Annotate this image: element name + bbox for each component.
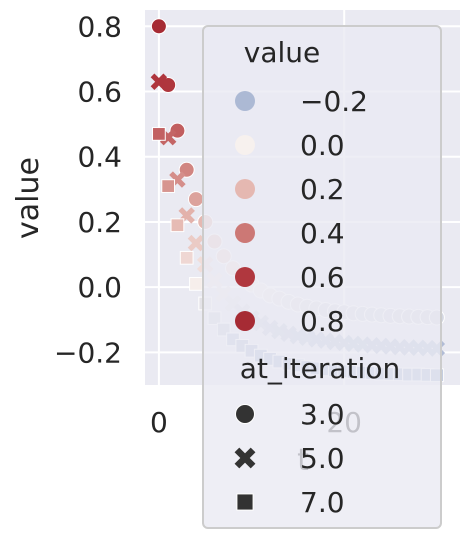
- data-point-x: [187, 234, 205, 252]
- legend-style-marker-x: [234, 447, 256, 469]
- legend-style-entries: 3.0 5.0 7.0: [234, 398, 345, 519]
- legend-style-label: 3.0: [300, 398, 345, 431]
- y-tick-label: 0.6: [77, 76, 122, 109]
- legend-hue-label: 0.4: [300, 217, 345, 250]
- data-point-square: [179, 250, 194, 265]
- legend: value −0.2 0.0 0.2 0.4 0.6 0.8 at_iteration 3…: [202, 25, 442, 529]
- data-point-circle: [187, 191, 204, 208]
- y-tick-label: −0.2: [54, 336, 122, 369]
- legend-hue-marker: [235, 311, 255, 331]
- data-point-square: [161, 179, 176, 193]
- data-point-x-stroke: [187, 234, 205, 252]
- legend-box: [202, 25, 442, 529]
- legend-hue-marker: [235, 179, 255, 199]
- legend-hue-marker: [235, 135, 255, 155]
- data-point-circle: [150, 18, 167, 35]
- legend-hue-label: −0.2: [300, 85, 368, 118]
- legend-style-label: 5.0: [300, 442, 345, 475]
- y-tick-labels: 0.8 0.6 0.4 0.2 0.0 −0.2: [54, 10, 122, 369]
- data-point-square: [152, 127, 166, 141]
- legend-hue-entries: −0.2 0.0 0.2 0.4 0.6 0.8: [235, 85, 368, 338]
- y-axis-label: value: [11, 157, 46, 239]
- legend-hue-label: 0.0: [300, 129, 345, 162]
- data-point-x: [150, 73, 168, 90]
- legend-style-title: at_iteration: [240, 352, 400, 385]
- legend-hue-label: 0.2: [300, 173, 345, 206]
- data-point-x-stroke: [159, 128, 177, 146]
- x-tick-label: 0: [150, 406, 168, 439]
- y-tick-label: 0.8: [77, 10, 122, 43]
- data-point-x-stroke: [150, 73, 168, 90]
- legend-style-label: 7.0: [300, 486, 345, 519]
- data-point-square: [189, 277, 203, 291]
- legend-hue-marker: [235, 91, 255, 111]
- legend-hue-marker: [235, 223, 255, 243]
- y-tick-label: 0.4: [77, 141, 122, 174]
- data-point-square: [170, 218, 185, 233]
- legend-hue-title: value: [244, 36, 320, 69]
- y-tick-label: 0.2: [77, 206, 122, 239]
- legend-hue-marker: [235, 267, 255, 287]
- legend-style-marker-circle: [235, 404, 255, 424]
- legend-hue-label: 0.6: [300, 261, 345, 294]
- y-tick-label: 0.0: [77, 271, 122, 304]
- legend-hue-label: 0.8: [300, 305, 345, 338]
- legend-style-marker-x-stroke: [234, 447, 256, 469]
- legend-style-marker-square: [236, 493, 254, 511]
